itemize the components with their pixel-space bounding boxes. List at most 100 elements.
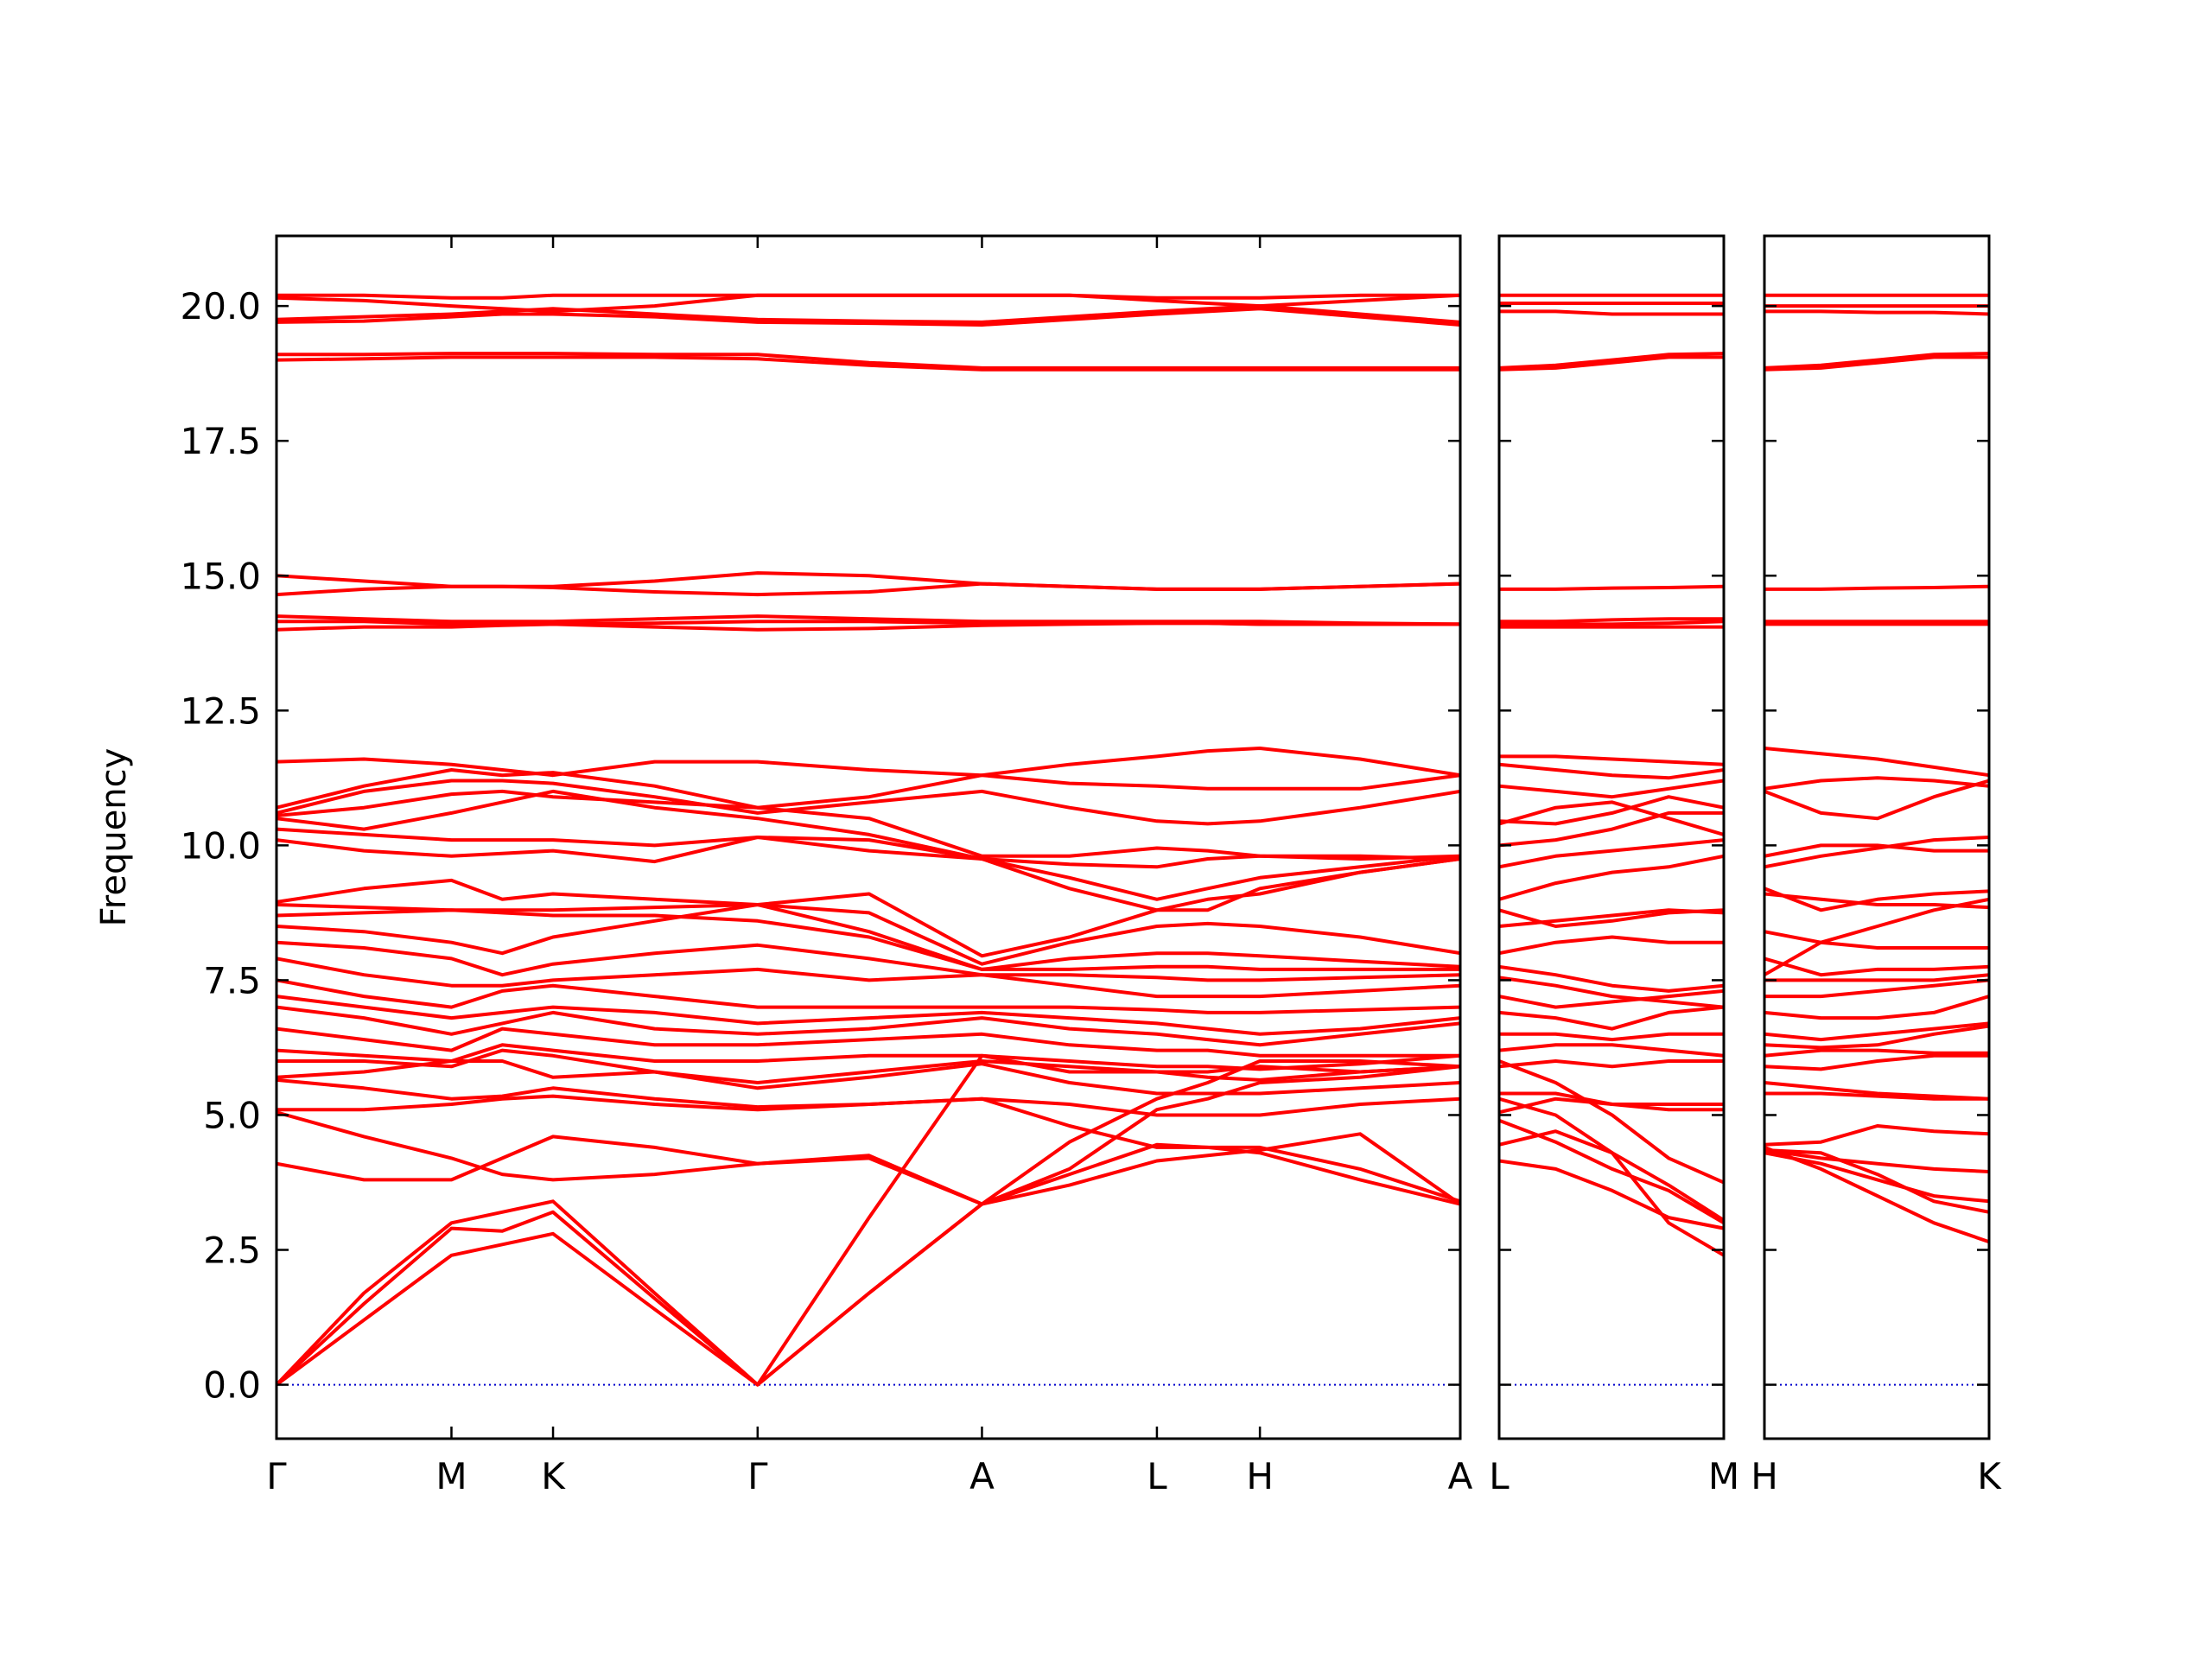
band bbox=[1764, 1053, 1989, 1071]
y-tick-label: 12.5 bbox=[180, 690, 261, 732]
band bbox=[1764, 930, 1989, 950]
band bbox=[276, 582, 1460, 597]
band bbox=[1764, 1091, 1989, 1101]
band bbox=[276, 614, 1460, 626]
axes-frame bbox=[1763, 234, 1991, 1440]
band bbox=[276, 857, 1460, 958]
band bbox=[276, 779, 1460, 826]
band bbox=[1499, 800, 1724, 836]
band bbox=[276, 903, 1460, 966]
band bbox=[1499, 1059, 1724, 1185]
x-tick-label: Γ bbox=[266, 1455, 287, 1497]
band bbox=[1499, 584, 1724, 591]
band bbox=[276, 995, 1460, 1036]
y-tick-label: 7.5 bbox=[203, 959, 261, 1001]
band bbox=[1499, 908, 1724, 928]
band bbox=[1499, 935, 1724, 956]
x-tick-label: H bbox=[1751, 1455, 1778, 1497]
axes-frame bbox=[1497, 234, 1726, 1440]
band bbox=[1764, 995, 1989, 1020]
band bbox=[276, 355, 1460, 372]
band bbox=[1499, 352, 1724, 370]
band bbox=[1764, 309, 1989, 316]
band bbox=[1764, 584, 1989, 591]
band bbox=[1499, 795, 1724, 826]
panel: 0.0 2.5 5.0 7.5 10.0 12.5 15.0 17.5 20.0 Γ M K Γ A L H A… bbox=[94, 234, 1473, 1497]
x-tick-label: L bbox=[1489, 1455, 1510, 1497]
band bbox=[1764, 776, 1989, 791]
y-axis-label: Frequency bbox=[94, 748, 134, 927]
x-tick-label: M bbox=[1708, 1455, 1739, 1497]
band bbox=[276, 957, 1460, 999]
band bbox=[1764, 843, 1989, 858]
band bbox=[1764, 747, 1989, 778]
bands bbox=[1499, 293, 1724, 1257]
band bbox=[1764, 1024, 1989, 1050]
band bbox=[1499, 1043, 1724, 1058]
axes-frame bbox=[275, 234, 1462, 1440]
band bbox=[1764, 957, 1989, 977]
band bbox=[276, 903, 1460, 971]
band bbox=[276, 768, 1460, 810]
y-tick-label: 0.0 bbox=[203, 1364, 261, 1407]
band bbox=[1499, 1096, 1724, 1115]
band bbox=[1764, 1081, 1989, 1101]
band bbox=[276, 789, 1460, 861]
band bbox=[276, 978, 1460, 1014]
y-tick-label: 15.0 bbox=[180, 555, 261, 597]
band bbox=[1764, 973, 1989, 982]
x-tick-label: K bbox=[541, 1455, 566, 1497]
band bbox=[276, 1077, 1460, 1117]
band bbox=[1764, 978, 1989, 999]
band bbox=[1499, 1096, 1724, 1257]
band bbox=[1499, 1129, 1724, 1222]
band bbox=[1499, 1005, 1724, 1031]
y-tick-label: 17.5 bbox=[180, 420, 261, 462]
band bbox=[1764, 897, 1989, 976]
band bbox=[276, 908, 1460, 971]
band bbox=[1499, 988, 1724, 1009]
band bbox=[1499, 754, 1724, 766]
x-tick-label: K bbox=[1977, 1455, 2002, 1497]
x-tick-label: A bbox=[1448, 1455, 1473, 1497]
band bbox=[276, 1053, 1460, 1387]
band bbox=[1764, 1124, 1989, 1147]
band bbox=[1499, 810, 1724, 848]
band bbox=[276, 1094, 1460, 1204]
band bbox=[1499, 964, 1724, 993]
x-tick-label: A bbox=[969, 1455, 995, 1497]
band bbox=[1499, 762, 1724, 780]
band bbox=[1764, 1148, 1989, 1214]
band bbox=[1499, 1159, 1724, 1230]
y-tick-label: 10.0 bbox=[180, 824, 261, 867]
band bbox=[1499, 620, 1724, 626]
bands bbox=[276, 293, 1460, 1387]
band bbox=[276, 293, 1460, 314]
x-tick-label: L bbox=[1147, 1455, 1167, 1497]
band bbox=[1499, 309, 1724, 316]
band bbox=[1764, 1048, 1989, 1058]
bands bbox=[1764, 293, 1989, 1244]
band bbox=[1499, 854, 1724, 901]
band bbox=[1764, 779, 1989, 821]
band bbox=[276, 1027, 1460, 1058]
band bbox=[276, 827, 1460, 901]
band bbox=[1764, 1146, 1989, 1244]
band bbox=[1499, 1059, 1724, 1069]
band bbox=[1764, 1148, 1989, 1173]
band bbox=[276, 747, 1460, 778]
band bbox=[1764, 352, 1989, 370]
y-tick-label: 20.0 bbox=[180, 285, 261, 327]
y-tick-label: 5.0 bbox=[203, 1094, 261, 1136]
band bbox=[1764, 836, 1989, 869]
band bbox=[276, 1005, 1460, 1047]
x-tick-label: Γ bbox=[747, 1455, 768, 1497]
band bbox=[1499, 838, 1724, 869]
band bbox=[276, 307, 1460, 327]
x-tick-label: H bbox=[1246, 1455, 1274, 1497]
band bbox=[1499, 976, 1724, 1009]
